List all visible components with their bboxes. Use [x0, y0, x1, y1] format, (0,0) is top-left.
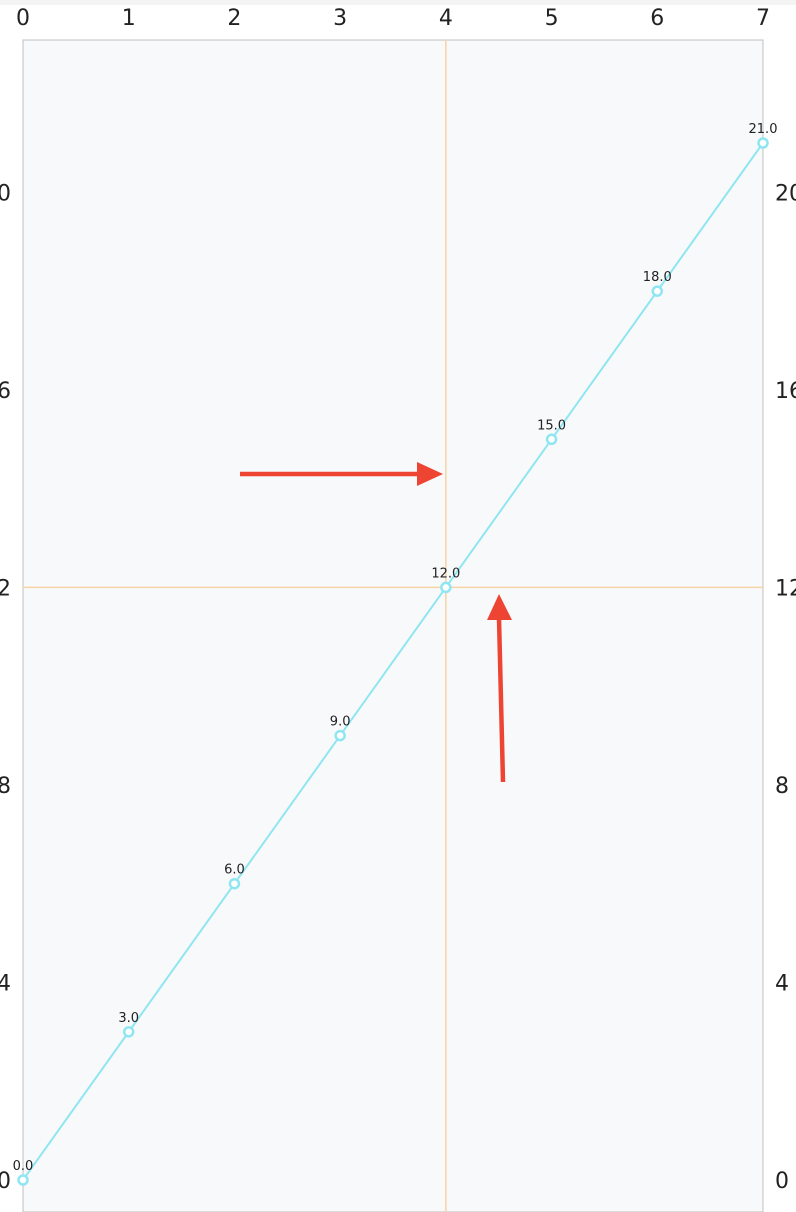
- x-tick-label: 1: [122, 6, 136, 31]
- reference-lines: [23, 40, 763, 1212]
- data-label: 9.0: [330, 715, 351, 730]
- annotation-arrow-shaft: [496, 617, 506, 783]
- data-point: [757, 137, 769, 149]
- y-tick-label-left: 8: [0, 774, 11, 799]
- y-tick-label-right: 8: [775, 774, 789, 799]
- data-point: [334, 729, 346, 742]
- data-label: 6.0: [224, 863, 245, 878]
- y-axis-ticks: 0 0 4 4 8 8 12 12 16 16 20 20: [0, 181, 796, 1194]
- x-tick-label: 3: [333, 6, 347, 31]
- top-strip: [0, 0, 796, 5]
- data-point: [440, 581, 452, 594]
- y-tick-label-right: 20: [775, 181, 796, 206]
- x-axis-ticks: 0 1 2 3 4 5 6 7: [16, 6, 770, 31]
- annotation-arrow-head: [487, 594, 512, 620]
- x-tick-label: 4: [439, 6, 453, 31]
- y-tick-label-left: 4: [0, 971, 11, 996]
- data-point: [228, 877, 241, 890]
- y-tick-label-left: 16: [0, 379, 11, 404]
- data-label: 12.0: [431, 566, 460, 581]
- series-layer: 0.0 3.0 6.0 9.0 12.0 15.0 18.0 21.0: [13, 122, 778, 1186]
- annotations: [240, 462, 512, 783]
- data-label: 0.0: [13, 1159, 34, 1174]
- plot-background: [22, 39, 764, 1212]
- y-tick-label-right: 4: [775, 971, 789, 996]
- y-tick-label-right: 12: [775, 576, 796, 601]
- y-tick-label-left: 20: [0, 181, 11, 206]
- y-tick-label-right: 16: [775, 379, 796, 404]
- y-tick-label-left: 0: [0, 1169, 11, 1194]
- data-point: [651, 285, 664, 297]
- x-tick-label: 2: [227, 6, 241, 31]
- data-label: 21.0: [749, 122, 778, 137]
- data-label: 15.0: [537, 418, 566, 433]
- data-label: 18.0: [643, 270, 672, 285]
- series-line: [22, 142, 764, 1181]
- data-point: [122, 1026, 135, 1038]
- x-tick-label: 7: [756, 6, 770, 31]
- y-tick-label-left: 12: [0, 576, 11, 601]
- x-tick-label: 5: [545, 6, 559, 31]
- annotation-arrow-head: [417, 462, 443, 486]
- data-point: [545, 433, 558, 446]
- y-tick-label-right: 0: [775, 1169, 789, 1194]
- x-tick-label: 6: [650, 6, 664, 31]
- x-tick-label: 0: [16, 6, 30, 31]
- data-label: 3.0: [118, 1011, 139, 1026]
- data-point: [17, 1174, 29, 1186]
